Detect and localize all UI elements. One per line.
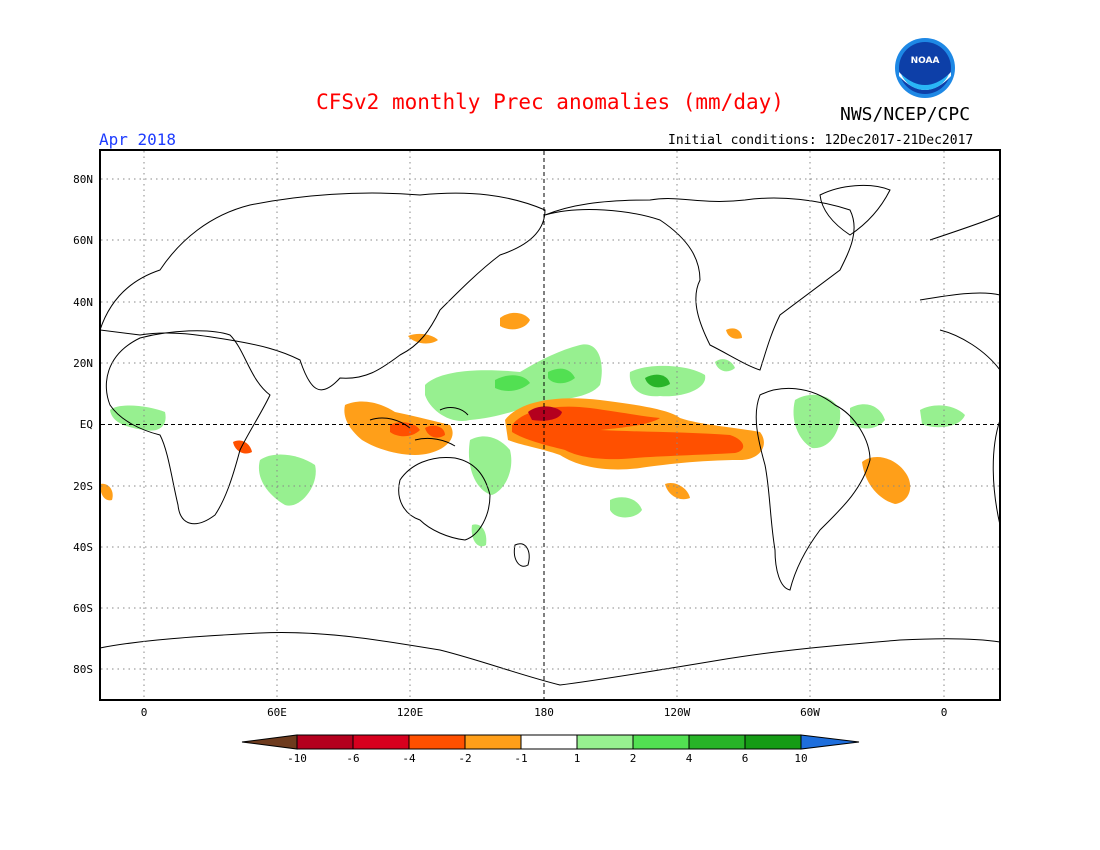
colorbar-swatch	[352, 734, 410, 750]
colorbar-tick-label: -2	[458, 752, 471, 765]
coastline-greenland	[819, 185, 891, 236]
anomaly-dry-atlantic-south	[100, 483, 113, 501]
colorbar-tick-label: -10	[287, 752, 307, 765]
coastline-antarctica	[99, 631, 1001, 686]
map-title: CFSv2 monthly Prec anomalies (mm/day)	[316, 90, 784, 114]
coastline-indonesia	[369, 407, 469, 447]
coastlines	[99, 185, 1001, 686]
anomaly-wet-australia-east	[471, 524, 487, 547]
anomaly-dry-japan	[408, 333, 438, 344]
anomaly-wet-west-pacific-core	[495, 368, 575, 391]
colorbar-tick-label: 1	[574, 752, 581, 765]
colorbar: -10 -6 -4 -2 -1 1 2 4 6 10	[241, 734, 860, 765]
coastline-eurasia	[99, 192, 546, 391]
anomaly-dry-equatorial-pacific-mid	[512, 406, 744, 460]
lon-label-60w: 60W	[800, 706, 820, 719]
lat-label-20s: 20S	[73, 480, 93, 493]
colorbar-tick-label: -1	[514, 752, 527, 765]
anomaly-dry-south-pacific	[665, 482, 690, 500]
lon-label-60e: 60E	[267, 706, 287, 719]
anomaly-dry-maritime-core	[390, 422, 445, 438]
colorbar-swatch	[520, 734, 578, 750]
colorbar-swatch	[688, 734, 746, 750]
anomaly-dry-madagascar	[233, 440, 252, 454]
colorbar-tick-label: 4	[686, 752, 693, 765]
colorbar-tick-label: -4	[402, 752, 416, 765]
anomaly-dry-gulf	[726, 328, 742, 339]
anomaly-dry-brazil	[862, 457, 911, 504]
colorbar-swatch	[632, 734, 690, 750]
colorbar-swatch	[408, 734, 466, 750]
lat-label-20n: 20N	[73, 357, 93, 370]
lat-label-40n: 40N	[73, 296, 93, 309]
lat-label-40s: 40S	[73, 541, 93, 554]
anomaly-wet-amazon	[793, 394, 841, 449]
noaa-logo: NOAA	[895, 38, 955, 98]
lat-label-60s: 60S	[73, 602, 93, 615]
colorbar-arrow-high	[800, 734, 860, 750]
lon-label-0-east: 0	[941, 706, 948, 719]
anomaly-fields	[100, 312, 965, 547]
colorbar-swatch	[744, 734, 802, 750]
anomaly-wet-south-pacific	[468, 436, 512, 495]
forecast-month-label: Apr 2018	[99, 130, 177, 149]
map-frame	[99, 149, 1001, 701]
lat-label-80n: 80N	[73, 173, 93, 186]
colorbar-swatch	[464, 734, 522, 750]
coastline-north-america	[544, 197, 855, 371]
coastline-south-america	[755, 387, 871, 591]
lat-label-80s: 80S	[73, 663, 93, 676]
coastline-australia	[398, 456, 491, 541]
coastline-africa	[105, 330, 271, 525]
organization-label: NWS/NCEP/CPC	[840, 104, 971, 125]
anomaly-wet-central-pacific-core	[645, 374, 670, 388]
colorbar-tick-label: 6	[742, 752, 749, 765]
colorbar-tick-label: 2	[630, 752, 637, 765]
lon-label-120w: 120W	[664, 706, 691, 719]
graticule	[101, 151, 999, 699]
lat-label-eq: EQ	[80, 418, 93, 431]
lon-label-180: 180	[534, 706, 554, 719]
noaa-logo-text: NOAA	[911, 56, 940, 66]
coastline-nz	[513, 543, 530, 567]
colorbar-swatch	[296, 734, 354, 750]
initial-conditions-label: Initial conditions: 12Dec2017-21Dec2017	[668, 133, 974, 148]
colorbar-tick-label: 10	[794, 752, 807, 765]
anomaly-dry-equatorial-pacific-core	[528, 406, 562, 421]
colorbar-swatch	[576, 734, 634, 750]
anomaly-dry-north-pacific	[500, 312, 530, 330]
anomaly-wet-south-pacific-2	[610, 497, 642, 518]
lon-label-120e: 120E	[397, 706, 424, 719]
colorbar-tick-label: -6	[346, 752, 359, 765]
anomaly-wet-caribbean	[715, 359, 735, 372]
anomaly-wet-indian-ocean	[258, 454, 316, 506]
coastline-europe-east	[919, 214, 1001, 526]
colorbar-arrow-low	[241, 734, 298, 750]
lon-label-0-west: 0	[141, 706, 148, 719]
anomaly-wet-atlantic	[850, 404, 965, 429]
lat-label-60n: 60N	[73, 234, 93, 247]
